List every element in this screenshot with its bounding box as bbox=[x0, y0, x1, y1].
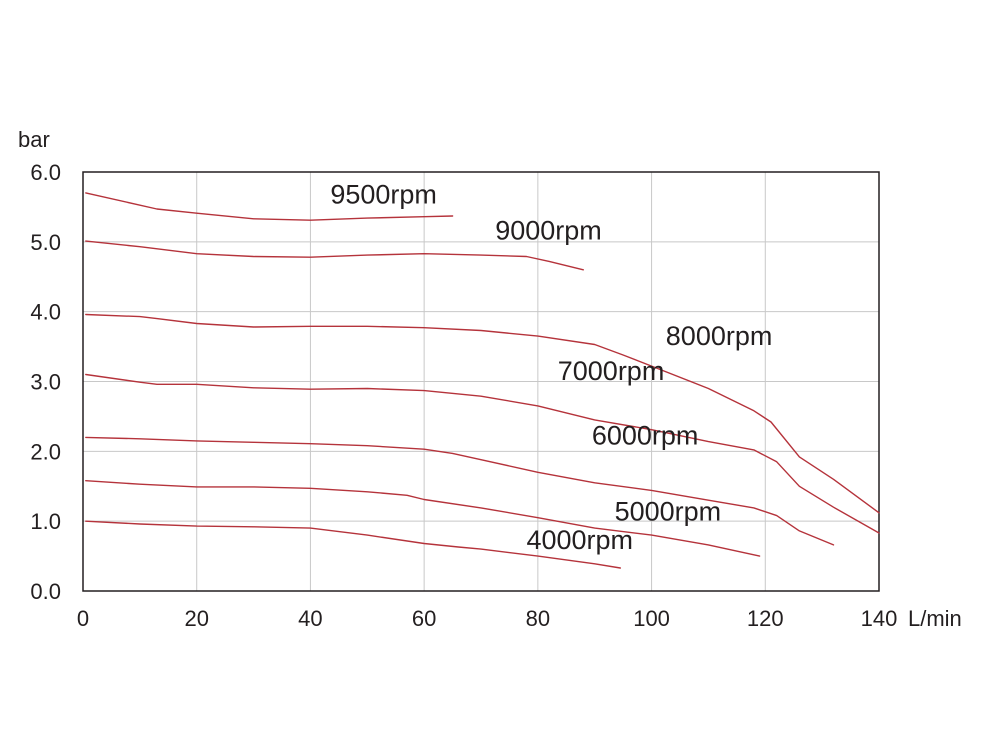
series-label-9500rpm: 9500rpm bbox=[330, 179, 437, 209]
x-tick-label: 0 bbox=[77, 606, 89, 631]
x-tick-label: 60 bbox=[412, 606, 436, 631]
y-tick-label: 6.0 bbox=[30, 160, 61, 185]
series-label-9000rpm: 9000rpm bbox=[495, 216, 602, 246]
x-tick-label: 100 bbox=[633, 606, 670, 631]
series-line-9000rpm bbox=[85, 240, 584, 271]
series-label-8000rpm: 8000rpm bbox=[666, 321, 773, 351]
x-tick-label: 80 bbox=[526, 606, 550, 631]
x-tick-label: 120 bbox=[747, 606, 784, 631]
series-line-6000rpm bbox=[85, 436, 835, 546]
series-line-7000rpm bbox=[85, 373, 880, 534]
x-axis-unit-label: L/min bbox=[908, 606, 962, 631]
y-tick-label: 4.0 bbox=[30, 300, 61, 325]
x-tick-label: 40 bbox=[298, 606, 322, 631]
x-tick-label: 20 bbox=[184, 606, 208, 631]
x-tick-label: 140 bbox=[861, 606, 898, 631]
series-label-7000rpm: 7000rpm bbox=[558, 356, 665, 386]
y-axis-unit-label: bar bbox=[18, 127, 50, 152]
x-tick-labels: 0 20 40 60 80 100 120 140 bbox=[77, 606, 897, 631]
series-lines bbox=[85, 192, 880, 569]
y-tick-label: 3.0 bbox=[30, 370, 61, 395]
y-tick-label: 2.0 bbox=[30, 439, 61, 464]
y-tick-label: 5.0 bbox=[30, 230, 61, 255]
series-line-9500rpm bbox=[85, 192, 454, 221]
grid-lines bbox=[82, 171, 880, 592]
series-line-8000rpm bbox=[85, 313, 880, 514]
y-tick-label: 1.0 bbox=[30, 509, 61, 534]
series-line-5000rpm bbox=[85, 480, 761, 557]
series-label-4000rpm: 4000rpm bbox=[526, 525, 633, 555]
series-label-5000rpm: 5000rpm bbox=[615, 496, 722, 526]
y-tick-labels: 0.0 1.0 2.0 3.0 4.0 5.0 6.0 bbox=[30, 160, 61, 604]
y-tick-label: 0.0 bbox=[30, 579, 61, 604]
series-label-6000rpm: 6000rpm bbox=[592, 420, 699, 450]
series-line-4000rpm bbox=[85, 520, 621, 569]
plot-frame bbox=[82, 171, 880, 592]
